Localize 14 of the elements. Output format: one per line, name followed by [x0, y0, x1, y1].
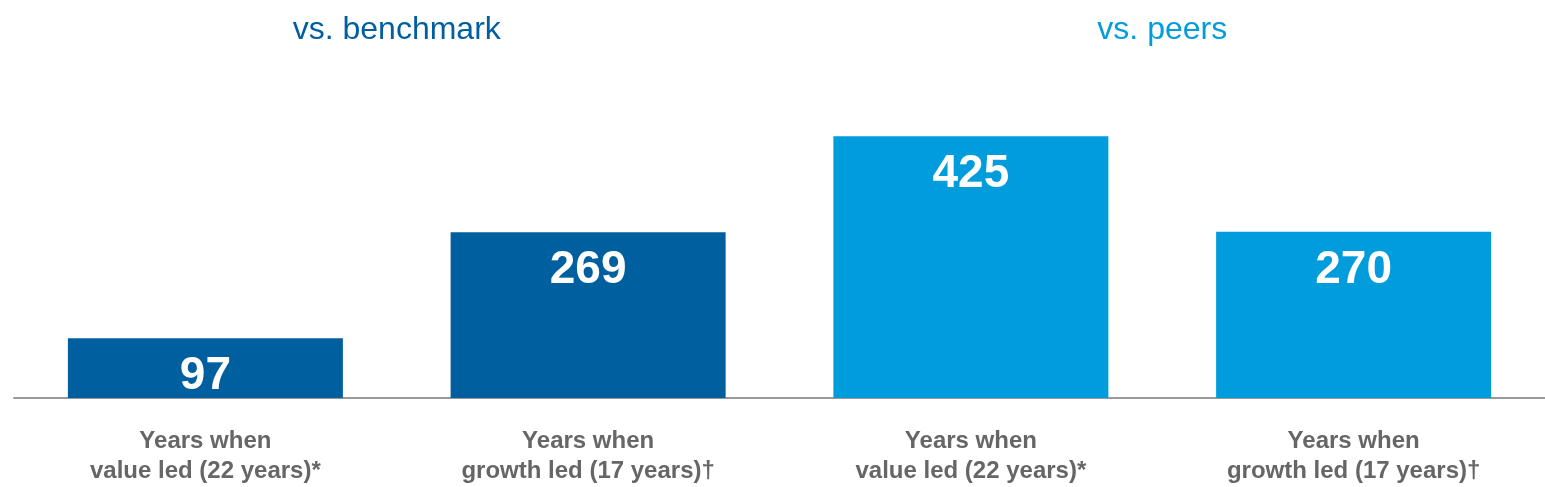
bar — [833, 136, 1109, 398]
x-tick-label: Years when growth led (17 years)† — [1226, 425, 1481, 483]
data-label: 270 — [1315, 240, 1392, 293]
bar — [450, 232, 726, 398]
data-label: 425 — [932, 145, 1010, 198]
x-tick-label: Years when value led (22 years)* — [855, 425, 1087, 483]
data-label: 97 — [179, 347, 231, 400]
x-tick-label: Years when growth led (17 years)† — [461, 425, 715, 483]
bar — [67, 338, 343, 398]
x-tick-label: Years when value led (22 years)* — [89, 425, 322, 483]
text: vs. benchmark — [292, 10, 502, 46]
text: vs. peers — [1097, 10, 1228, 46]
data-label: 269 — [549, 241, 627, 294]
bar — [1216, 231, 1492, 398]
